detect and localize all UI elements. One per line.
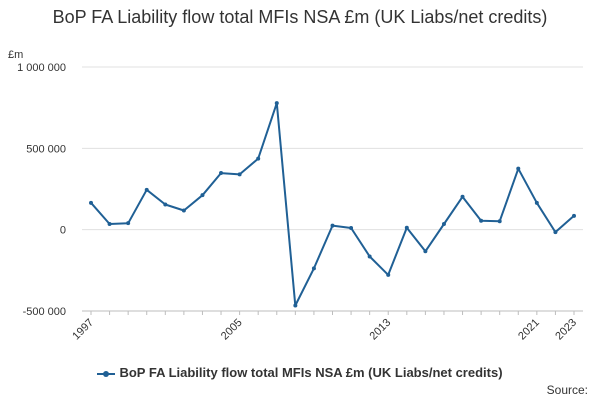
x-axis: 1997 2005 2013 2021 2023 [70,310,583,343]
data-point [144,187,149,192]
data-point [367,254,372,259]
data-point [553,230,558,235]
x-tick-label: 1997 [70,317,96,343]
source-label: Source: [546,383,588,397]
data-point [386,272,391,277]
x-tick-label: 2013 [368,317,394,343]
data-point [181,208,186,213]
data-point [479,218,484,223]
y-axis: 1 000 000 500 000 0 -500 000 [17,62,66,318]
data-point [349,226,354,231]
y-tick-label: -500 000 [23,306,66,318]
data-point [126,221,131,226]
data-point [200,193,205,198]
data-point [163,202,168,207]
x-tick-label: 2023 [553,317,579,343]
series-layer [89,101,576,308]
y-tick-label: 0 [60,225,66,237]
data-point [219,171,224,176]
gridlines [82,66,583,312]
data-point [497,219,502,224]
y-axis-unit-label: £m [8,49,23,61]
data-point [256,156,261,161]
data-point [441,221,446,226]
data-point [460,194,465,199]
data-point [107,221,112,226]
data-point [404,225,409,230]
x-tick-label: 2021 [516,317,542,343]
data-point [311,266,316,271]
data-point [516,166,521,171]
data-point [237,172,242,177]
data-point [423,249,428,254]
y-tick-label: 500 000 [26,143,66,155]
data-point [330,223,335,228]
data-point [89,200,93,205]
data-point [274,101,279,106]
legend: BoP FA Liability flow total MFIs NSA £m … [0,365,600,380]
data-point [534,200,539,205]
legend-swatch-icon [97,370,116,377]
x-tick-label: 2005 [219,317,245,343]
legend-label: BoP FA Liability flow total MFIs NSA £m … [119,365,503,380]
chart-title: BoP FA Liability flow total MFIs NSA £m … [52,7,548,27]
y-tick-label: 1 000 000 [17,62,66,74]
data-point [293,303,298,308]
data-point [572,213,576,218]
